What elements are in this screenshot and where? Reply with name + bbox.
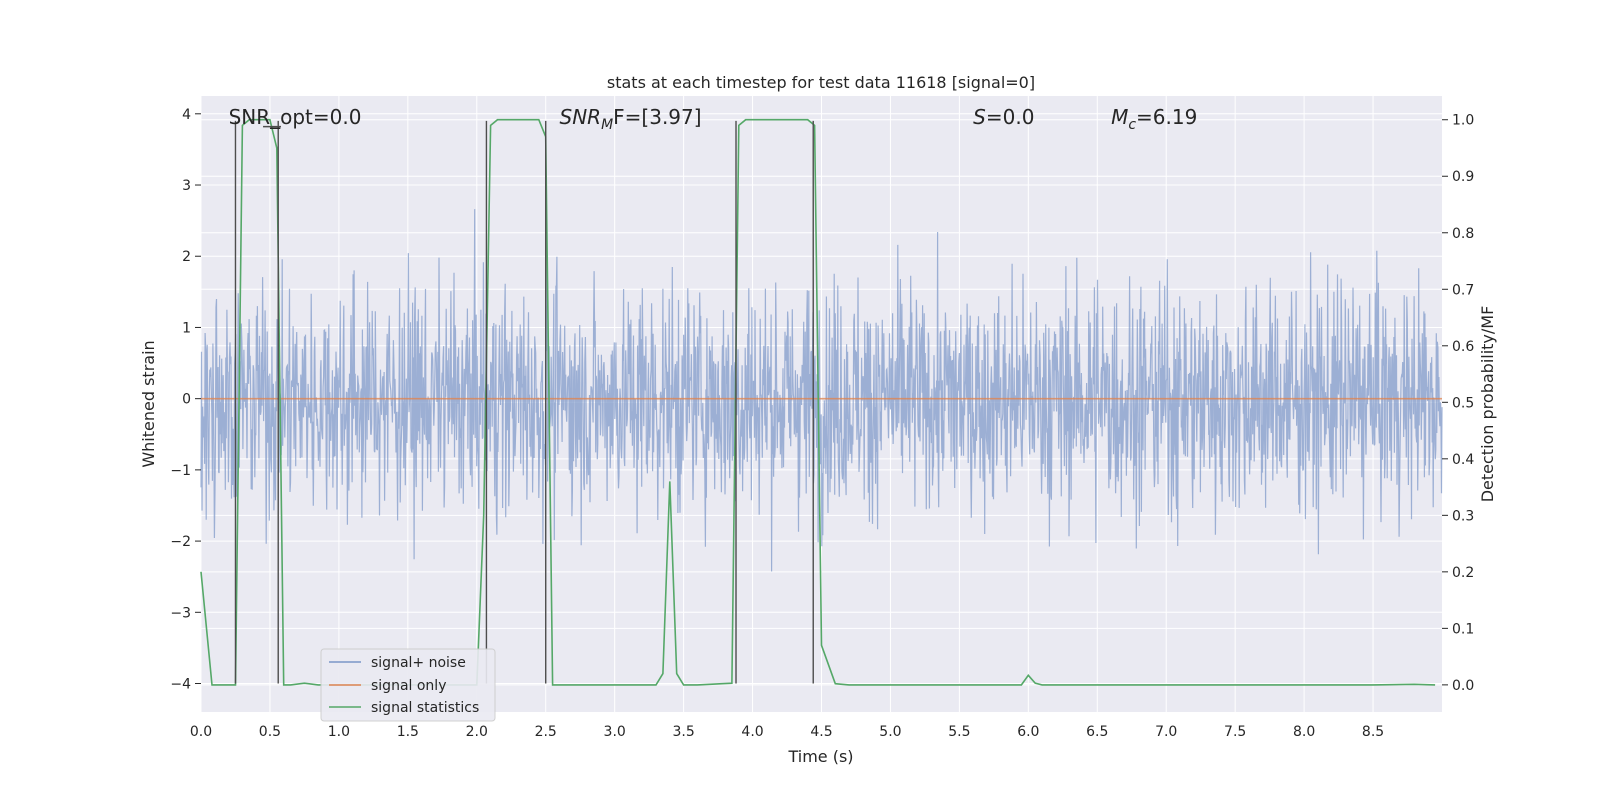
x-tick-label: 6.5 [1086, 724, 1108, 740]
y-tick-label: 1 [182, 320, 191, 336]
x-ticks: 0.0 0.5 1.0 1.5 2.0 2.5 3.0 3.5 4.0 4.5 5.0 5.5 6.0 6… [190, 724, 1384, 740]
right-y-tick-label: 0.3 [1452, 508, 1474, 524]
x-axis-label: Time (s) [787, 747, 853, 766]
statistics-series [200, 118, 1436, 686]
x-tick-label: 3.5 [672, 724, 694, 740]
x-tick-label: 4.5 [810, 724, 832, 740]
y-tick-label: 2 [182, 249, 191, 265]
legend-label-stat: signal statistics [371, 700, 479, 716]
y-tick-label: 3 [182, 178, 191, 194]
x-tick-label: 4.0 [741, 724, 763, 740]
y-tick-label: 4 [182, 107, 191, 123]
x-tick-label: 8.5 [1362, 724, 1384, 740]
right-y-axis-label: Detection probability/MF [1478, 306, 1497, 503]
y-tick-label: −2 [170, 534, 191, 550]
y-ticks: −4 −3 −2 −1 0 1 2 3 4 [170, 107, 201, 693]
right-y-tick-label: 0.9 [1452, 169, 1474, 185]
right-y-tick-label: 0.7 [1452, 282, 1474, 298]
legend-label-noise: signal+ noise [371, 655, 466, 671]
annotations: SNR_opt=0.0 SNRMF=[3.97] S=0.0 Mc=6.19 [229, 105, 1198, 133]
y-axis-label: Whitened strain [139, 340, 158, 467]
annotation-2: S=0.0 [973, 105, 1034, 129]
x-tick-label: 0.0 [190, 724, 212, 740]
right-y-tick-label: 0.5 [1452, 395, 1474, 411]
noise-series [200, 209, 1443, 572]
x-tick-label: 1.0 [328, 724, 350, 740]
right-y-ticks: 0.0 0.1 0.2 0.3 0.4 0.5 0.6 0.7 0.8 0.9 1.0 [1442, 113, 1474, 694]
right-y-tick-label: 0.6 [1452, 339, 1474, 355]
marker-lines [234, 120, 814, 684]
x-tick-label: 2.0 [466, 724, 488, 740]
legend-label-signal: signal only [371, 678, 446, 694]
noise-line [200, 209, 1443, 572]
y-tick-label: −4 [170, 677, 191, 693]
x-tick-label: 7.5 [1224, 724, 1246, 740]
annotation-0: SNR_opt=0.0 [229, 105, 362, 129]
x-tick-label: 7.0 [1155, 724, 1177, 740]
right-y-tick-label: 0.0 [1452, 678, 1474, 694]
statistics-line [200, 118, 1436, 686]
legend-box [320, 648, 496, 722]
y-tick-label: −1 [170, 463, 191, 479]
x-tick-label: 5.0 [879, 724, 901, 740]
x-tick-label: 8.0 [1293, 724, 1315, 740]
annotation-3: Mc=6.19 [1111, 105, 1197, 133]
right-y-tick-label: 1.0 [1452, 113, 1474, 129]
x-tick-label: 2.5 [535, 724, 557, 740]
chart-title: stats at each timestep for test data 116… [607, 73, 1035, 92]
right-y-tick-label: 0.1 [1452, 621, 1474, 637]
x-tick-label: 1.5 [397, 724, 419, 740]
x-tick-label: 0.5 [259, 724, 281, 740]
y-tick-label: 0 [182, 392, 191, 408]
x-tick-label: 6.0 [1017, 724, 1039, 740]
right-y-tick-label: 0.2 [1452, 565, 1474, 581]
legend: signal+ noise signal only signal statist… [320, 648, 496, 722]
x-tick-label: 3.0 [604, 724, 626, 740]
right-y-tick-label: 0.4 [1452, 452, 1474, 468]
y-tick-label: −3 [170, 605, 191, 621]
annotation-1: SNRMF=[3.97] [560, 105, 702, 133]
x-tick-label: 5.5 [948, 724, 970, 740]
right-y-tick-label: 0.8 [1452, 226, 1474, 242]
